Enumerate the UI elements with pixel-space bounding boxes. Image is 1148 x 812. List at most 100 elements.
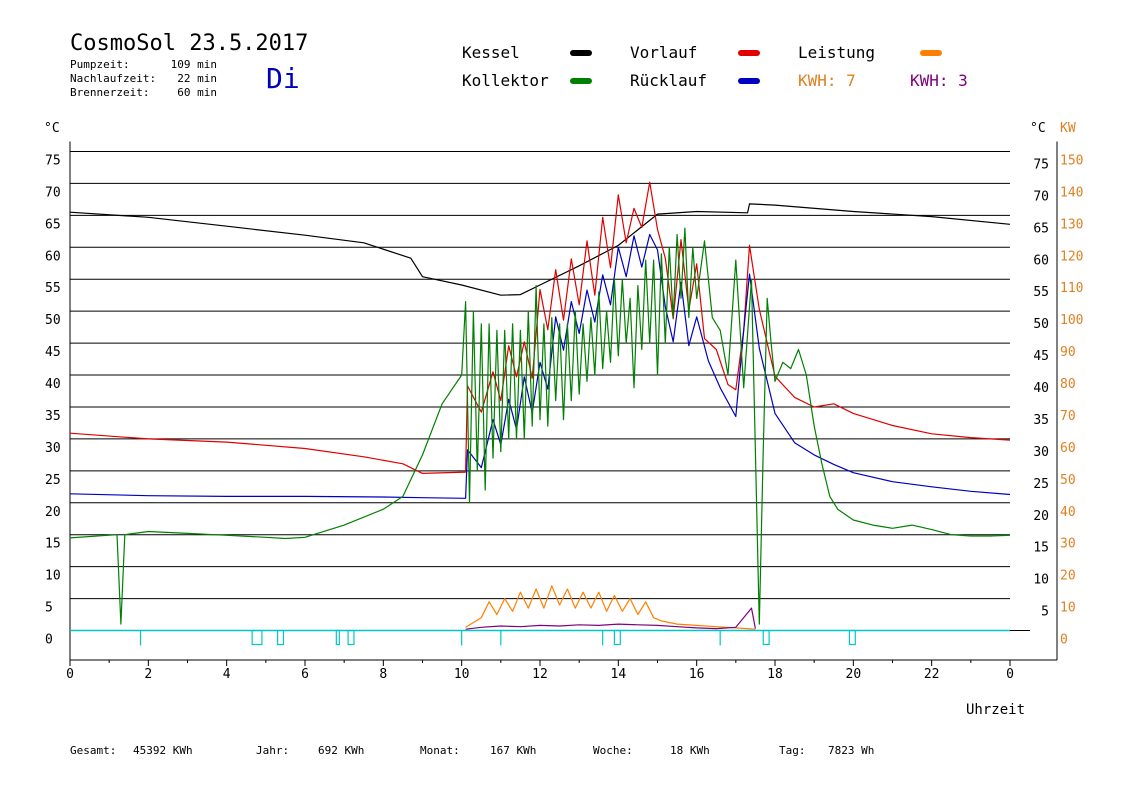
x-axis: 0 2 4 6 8 10 12 14 16 18 20 22 0 — [66, 660, 1014, 682]
y-tick-label: 50 — [45, 313, 61, 328]
y-tick-label: 15 — [45, 537, 61, 552]
y-tick-label: 75 — [45, 154, 61, 169]
year-value: 692 KWh — [318, 744, 364, 757]
pump-run — [613, 629, 621, 646]
y-tick-label: 0 — [45, 633, 53, 648]
total-value: 45392 KWh — [133, 744, 193, 757]
y-tick-label-right: 70 — [1033, 189, 1049, 204]
total-label: Gesamt: — [70, 744, 116, 757]
x-tick-label: 18 — [767, 667, 783, 682]
weekday-label: Di — [266, 62, 300, 95]
y-tick-label: 65 — [45, 217, 61, 232]
kwh-orange-label: KWH: 7 — [798, 71, 856, 90]
y2-tick-label: 30 — [1060, 537, 1076, 552]
overrun-time-value: 22 min — [177, 72, 217, 85]
day-label: Tag: — [779, 744, 806, 757]
y-tick-label: 20 — [45, 505, 61, 520]
left-unit-label: °C — [44, 121, 60, 136]
y2-tick-label: 0 — [1060, 633, 1068, 648]
overrun-time-label: Nachlaufzeit: — [70, 72, 156, 85]
y-tick-label-right: 55 — [1033, 285, 1049, 300]
y2-tick-label: 80 — [1060, 377, 1076, 392]
y-tick-label-right: 65 — [1033, 221, 1049, 236]
x-tick-label: 20 — [846, 667, 862, 682]
series-line-vorlauf — [69, 181, 1011, 474]
burner-time-label: Brennerzeit: — [70, 86, 149, 99]
y-tick-label: 55 — [45, 281, 61, 296]
month-value: 167 KWh — [490, 744, 536, 757]
footer-totals: Gesamt: 45392 KWh Jahr: 692 KWh Monat: 1… — [70, 744, 874, 757]
pump-run — [347, 629, 355, 646]
series-line-kessel — [69, 203, 1011, 296]
y-tick-label: 35 — [45, 409, 61, 424]
pump-indicator — [70, 629, 1030, 646]
legend-label-kollektor: Kollektor — [462, 71, 549, 90]
y2-tick-label: 140 — [1060, 185, 1083, 200]
y-tick-label: 70 — [45, 185, 61, 200]
y-tick-label-right: 25 — [1033, 477, 1049, 492]
y-tick-label-right: 75 — [1033, 158, 1049, 173]
x-tick-label: 14 — [611, 667, 627, 682]
y-tick-label-right: 15 — [1033, 541, 1049, 556]
week-label: Woche: — [593, 744, 633, 757]
pump-run — [848, 629, 856, 646]
y-tick-label-right: 5 — [1041, 605, 1049, 620]
x-tick-label: 10 — [454, 667, 470, 682]
y-tick-label: 40 — [45, 377, 61, 392]
x-axis-label: Uhrzeit — [966, 702, 1025, 718]
y-tick-label-right: 20 — [1033, 509, 1049, 524]
y2-tick-label: 60 — [1060, 441, 1076, 456]
series-line-ruecklauf — [69, 233, 1011, 499]
legend-label-ruecklauf: Rücklauf — [630, 71, 707, 90]
right-unit-label: °C — [1030, 121, 1046, 136]
y2-tick-label: 40 — [1060, 505, 1076, 520]
y2-axis-kw: 0 10 20 30 40 50 60 70 80 90 100 110 120 130 140 150 — [1060, 154, 1083, 648]
y-tick-label: 10 — [45, 569, 61, 584]
pump-run — [251, 629, 263, 646]
kwh-purple-label: KWH: 3 — [910, 71, 968, 90]
y-tick-label-right: 60 — [1033, 253, 1049, 268]
y-axis-right: 5 10 15 20 25 30 35 40 45 50 55 60 65 70 75 — [1033, 158, 1049, 620]
x-tick-label: 2 — [144, 667, 152, 682]
y-tick-label-right: 35 — [1033, 413, 1049, 428]
series-line-leistung — [465, 585, 756, 630]
x-tick-label: 0 — [66, 667, 74, 682]
y-tick-label: 30 — [45, 441, 61, 456]
x-tick-label: 12 — [532, 667, 548, 682]
y2-tick-label: 150 — [1060, 154, 1083, 169]
year-label: Jahr: — [256, 744, 289, 757]
grid-lines — [69, 141, 1058, 661]
right-kw-unit-label: KW — [1060, 121, 1076, 136]
legend-label-leistung: Leistung — [798, 43, 875, 62]
y-tick-label: 5 — [45, 601, 53, 616]
y2-tick-label: 10 — [1060, 601, 1076, 616]
y2-tick-label: 130 — [1060, 217, 1083, 232]
pump-time-label: Pumpzeit: — [70, 58, 130, 71]
y-tick-label: 25 — [45, 473, 61, 488]
pump-run — [276, 629, 285, 646]
y2-tick-label: 110 — [1060, 281, 1083, 296]
y-tick-label-right: 30 — [1033, 445, 1049, 460]
pump-run — [762, 629, 770, 646]
chart-title: CosmoSol 23.5.2017 — [70, 31, 308, 56]
legend-label-vorlauf: Vorlauf — [630, 43, 697, 62]
y2-tick-label: 20 — [1060, 569, 1076, 584]
month-label: Monat: — [420, 744, 460, 757]
series-lines — [69, 181, 1011, 630]
y-tick-label-right: 10 — [1033, 573, 1049, 588]
series-line-kollektor — [69, 227, 1011, 625]
y-tick-label-right: 40 — [1033, 381, 1049, 396]
day-value: 7823 Wh — [828, 744, 874, 757]
y-tick-label-right: 50 — [1033, 317, 1049, 332]
burner-time-value: 60 min — [177, 86, 217, 99]
y2-tick-label: 120 — [1060, 249, 1083, 264]
x-tick-label: 22 — [924, 667, 940, 682]
week-value: 18 KWh — [670, 744, 710, 757]
y2-tick-label: 50 — [1060, 473, 1076, 488]
x-tick-label: 0 — [1006, 667, 1014, 682]
x-tick-label: 4 — [223, 667, 231, 682]
x-tick-label: 16 — [689, 667, 705, 682]
y2-tick-label: 90 — [1060, 345, 1076, 360]
y-tick-label: 60 — [45, 249, 61, 264]
